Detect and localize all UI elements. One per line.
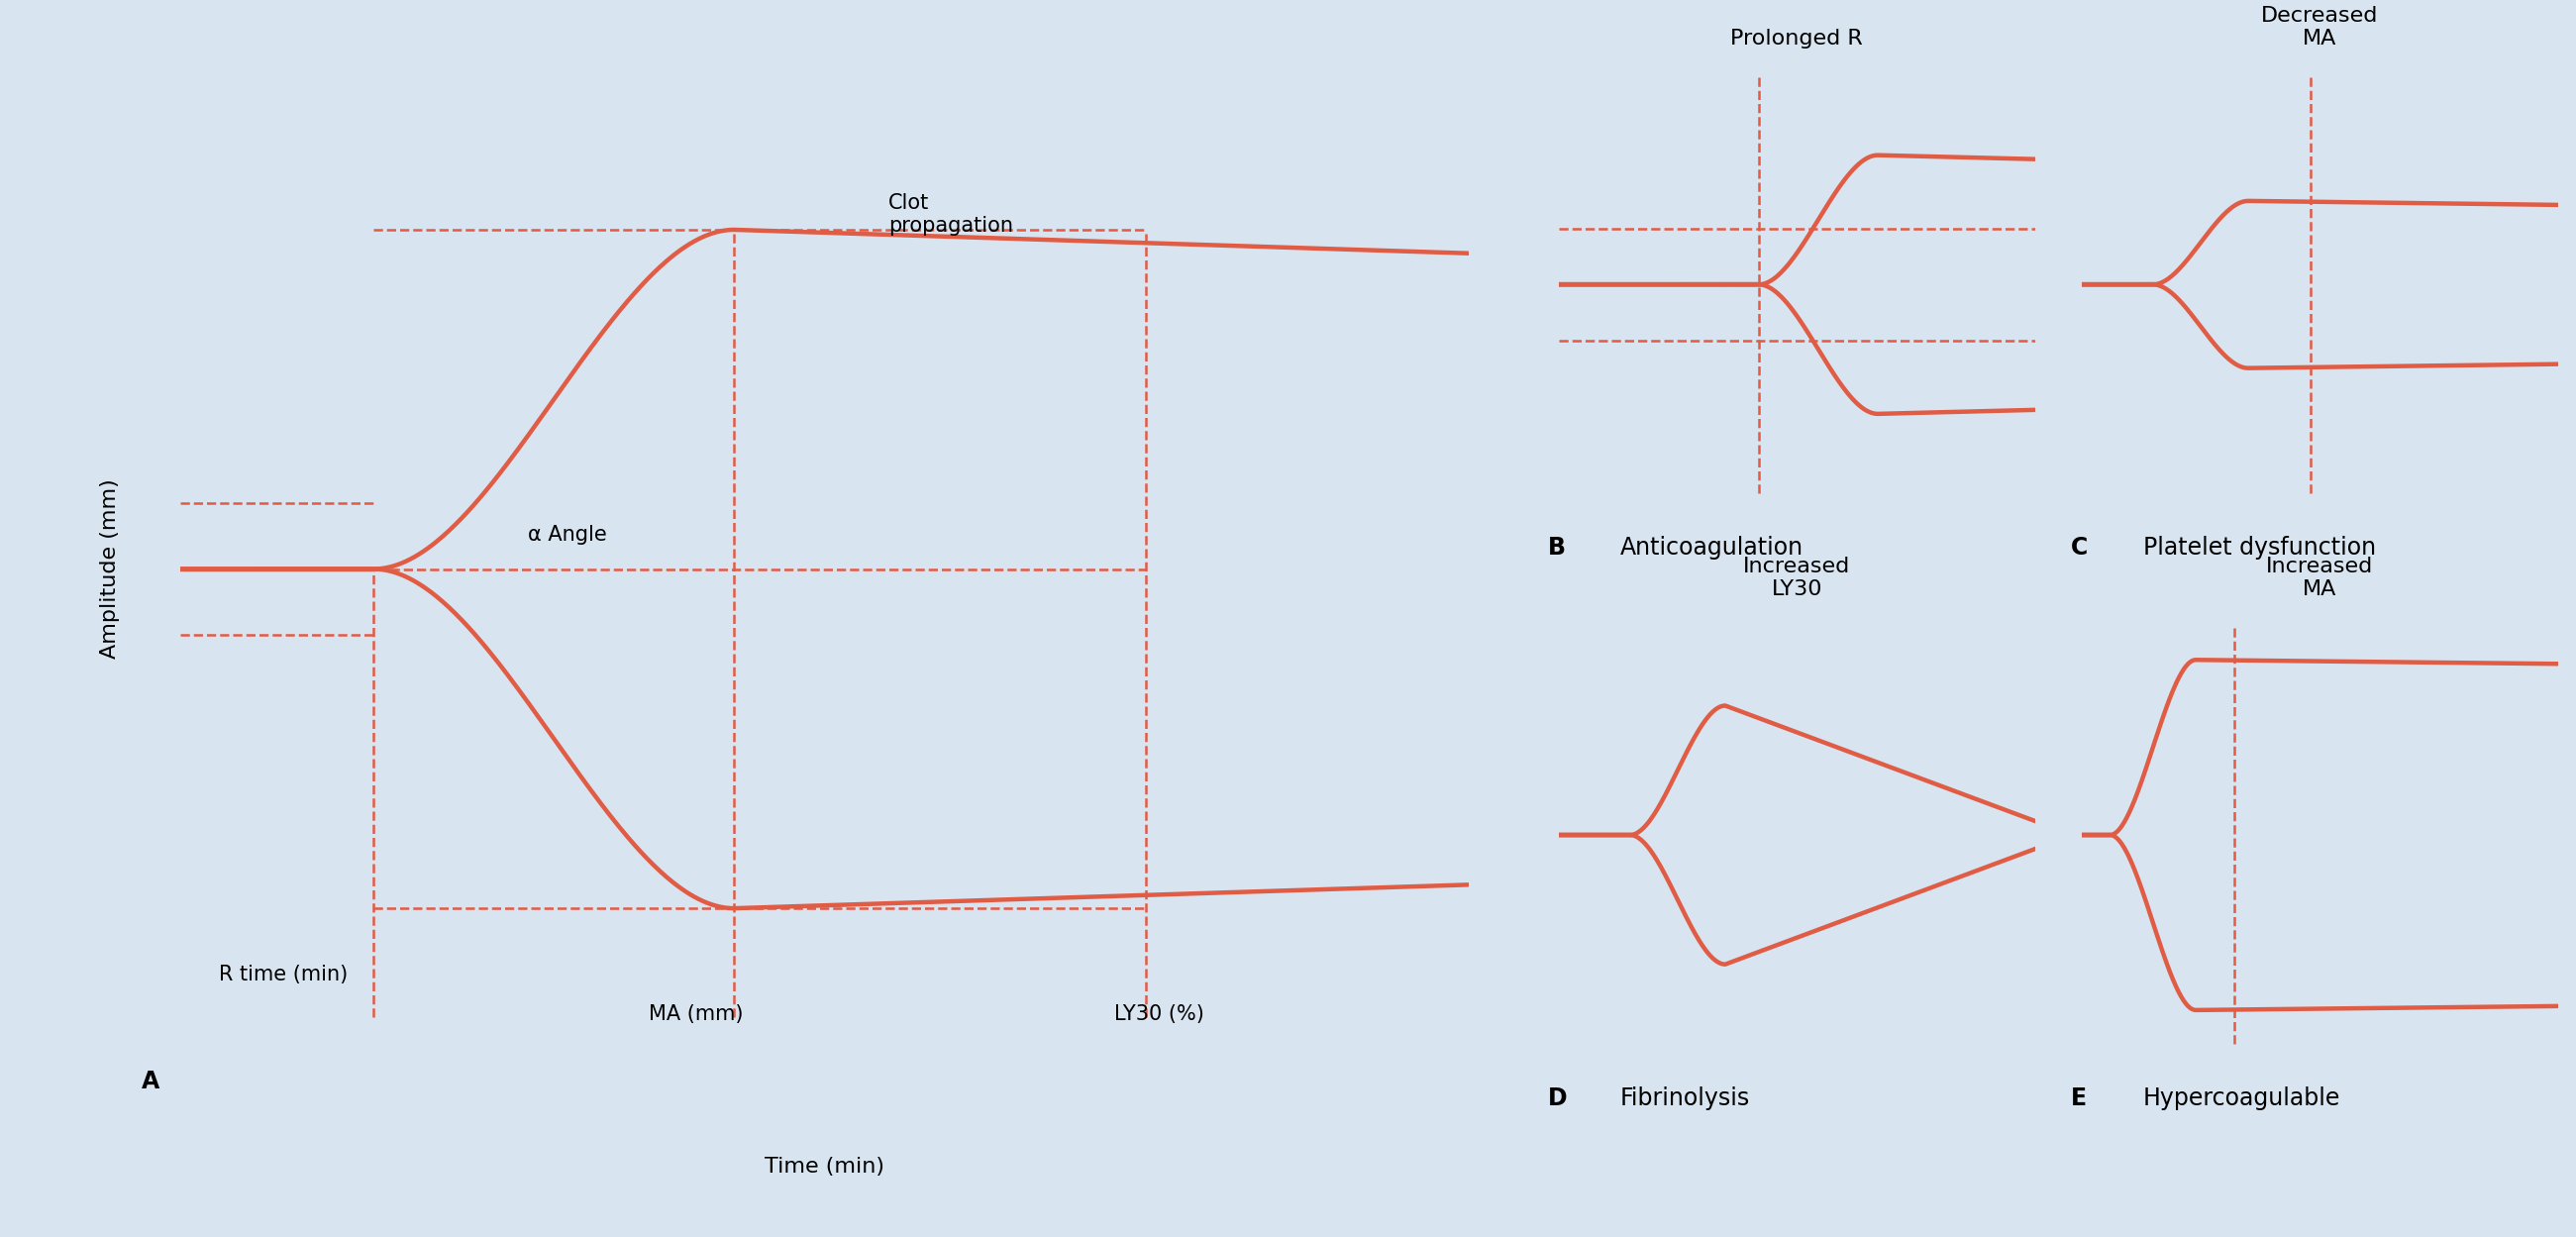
Text: Fibrinolysis: Fibrinolysis — [1620, 1086, 1749, 1110]
Text: A: A — [142, 1070, 160, 1094]
Title: Decreased
MA: Decreased MA — [2262, 6, 2378, 48]
Text: E: E — [2071, 1086, 2087, 1110]
Text: C: C — [2071, 536, 2089, 559]
Text: Clot
propagation: Clot propagation — [889, 193, 1012, 236]
Text: Time (min): Time (min) — [765, 1157, 884, 1176]
Text: MA (mm): MA (mm) — [649, 1004, 742, 1024]
Title: Increased
LY30: Increased LY30 — [1744, 557, 1850, 599]
Text: α Angle: α Angle — [528, 524, 608, 544]
Text: LY30 (%): LY30 (%) — [1115, 1004, 1203, 1024]
Text: Anticoagulation: Anticoagulation — [1620, 536, 1803, 559]
Text: Platelet dysfunction: Platelet dysfunction — [2143, 536, 2375, 559]
Text: Hypercoagulable: Hypercoagulable — [2143, 1086, 2342, 1110]
Text: B: B — [1548, 536, 1566, 559]
Text: Amplitude (mm): Amplitude (mm) — [100, 479, 118, 659]
Text: R time (min): R time (min) — [219, 965, 348, 985]
Text: D: D — [1548, 1086, 1569, 1110]
Title: Increased
MA: Increased MA — [2267, 557, 2372, 599]
Title: Prolonged R: Prolonged R — [1731, 28, 1862, 48]
